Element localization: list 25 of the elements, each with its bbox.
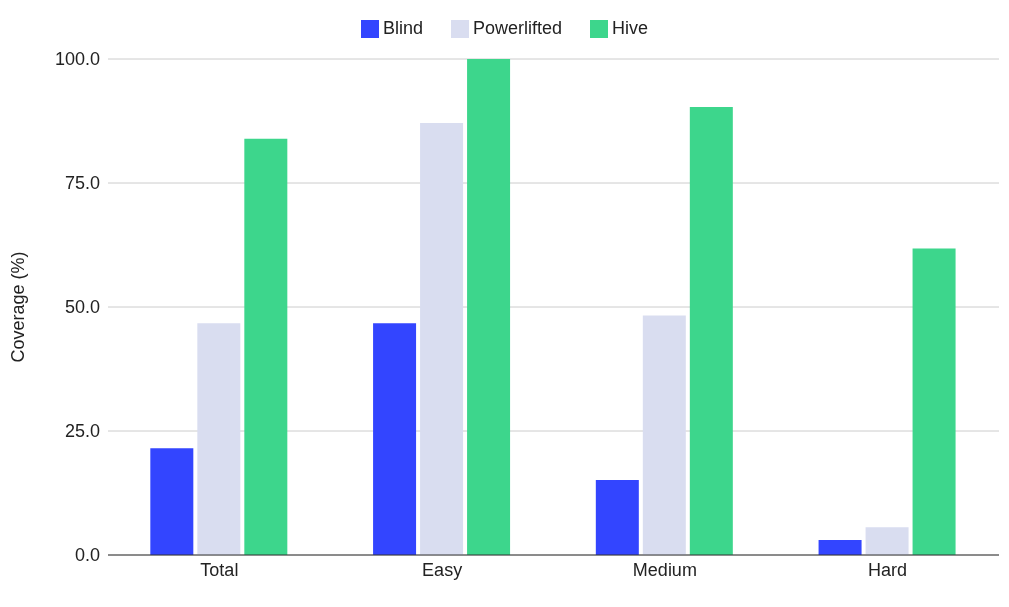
bar: [197, 323, 241, 555]
legend-label: Powerlifted: [472, 18, 563, 38]
bar: [373, 323, 417, 555]
x-tick-label: Total: [200, 559, 239, 580]
y-axis-title: Coverage (%): [8, 251, 29, 363]
legend-label: Blind: [382, 18, 423, 38]
x-tick-label: Hard: [868, 559, 908, 580]
bar: [244, 138, 288, 555]
y-tick-label: 100.0: [54, 49, 100, 70]
bar: [420, 122, 464, 555]
x-tick-label: Medium: [632, 559, 697, 580]
x-tick-label: Easy: [422, 559, 463, 580]
bar: [642, 315, 686, 555]
y-tick-label: 0.0: [74, 545, 100, 566]
legend-label: Hive: [612, 18, 649, 38]
bar: [595, 480, 639, 555]
y-tick-label: 25.0: [64, 421, 100, 442]
bar: [467, 59, 511, 555]
bar: [865, 527, 909, 555]
y-tick-label: 75.0: [64, 173, 100, 194]
bar: [818, 540, 862, 555]
bar: [150, 448, 194, 555]
y-tick-label: 50.0: [64, 297, 100, 318]
bar: [912, 248, 956, 555]
bar: [689, 107, 733, 555]
